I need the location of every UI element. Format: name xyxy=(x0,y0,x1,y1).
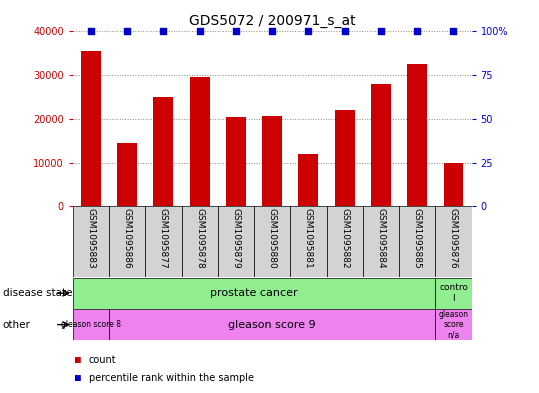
Text: GSM1095880: GSM1095880 xyxy=(268,208,277,269)
Text: GSM1095876: GSM1095876 xyxy=(449,208,458,269)
Bar xyxy=(254,206,291,277)
Bar xyxy=(73,206,109,277)
Text: GSM1095882: GSM1095882 xyxy=(340,208,349,269)
Text: GSM1095884: GSM1095884 xyxy=(376,208,385,269)
Text: other: other xyxy=(3,320,31,330)
Point xyxy=(304,28,313,35)
Point xyxy=(377,28,385,35)
Text: disease state: disease state xyxy=(3,288,72,298)
Bar xyxy=(81,51,101,206)
Bar xyxy=(371,84,391,206)
Bar xyxy=(327,206,363,277)
Text: percentile rank within the sample: percentile rank within the sample xyxy=(89,373,254,383)
Text: count: count xyxy=(89,354,116,365)
Text: gleason
score
n/a: gleason score n/a xyxy=(439,310,468,340)
Point xyxy=(123,28,132,35)
Point xyxy=(232,28,240,35)
Bar xyxy=(182,206,218,277)
Point xyxy=(268,28,277,35)
Text: GSM1095885: GSM1095885 xyxy=(413,208,421,269)
Text: ■: ■ xyxy=(75,373,81,383)
Bar xyxy=(444,163,464,206)
Bar xyxy=(407,64,427,206)
Text: prostate cancer: prostate cancer xyxy=(210,288,298,298)
Text: contro
l: contro l xyxy=(439,283,468,303)
Text: GSM1095879: GSM1095879 xyxy=(231,208,240,269)
Text: GSM1095886: GSM1095886 xyxy=(123,208,132,269)
Point xyxy=(341,28,349,35)
Text: GSM1095878: GSM1095878 xyxy=(195,208,204,269)
Bar xyxy=(190,77,210,206)
Bar xyxy=(218,206,254,277)
Text: GSM1095881: GSM1095881 xyxy=(304,208,313,269)
Point xyxy=(449,28,458,35)
Text: GSM1095877: GSM1095877 xyxy=(159,208,168,269)
Bar xyxy=(146,206,182,277)
Bar xyxy=(226,117,246,206)
Text: gleason score 8: gleason score 8 xyxy=(61,320,121,329)
Bar xyxy=(154,97,174,206)
Bar xyxy=(436,278,472,309)
Text: GSM1095883: GSM1095883 xyxy=(86,208,95,269)
Bar xyxy=(436,206,472,277)
Bar xyxy=(363,206,399,277)
Bar xyxy=(299,154,319,206)
Bar xyxy=(73,309,109,340)
Text: gleason score 9: gleason score 9 xyxy=(229,320,316,330)
Point xyxy=(413,28,421,35)
Bar xyxy=(262,116,282,206)
Bar xyxy=(109,309,436,340)
Bar xyxy=(436,309,472,340)
Point xyxy=(87,28,95,35)
Bar xyxy=(291,206,327,277)
Title: GDS5072 / 200971_s_at: GDS5072 / 200971_s_at xyxy=(189,14,356,28)
Bar xyxy=(117,143,137,206)
Bar xyxy=(335,110,355,206)
Point xyxy=(159,28,168,35)
Text: ■: ■ xyxy=(75,354,81,365)
Bar xyxy=(109,206,146,277)
Bar xyxy=(399,206,436,277)
Point xyxy=(195,28,204,35)
